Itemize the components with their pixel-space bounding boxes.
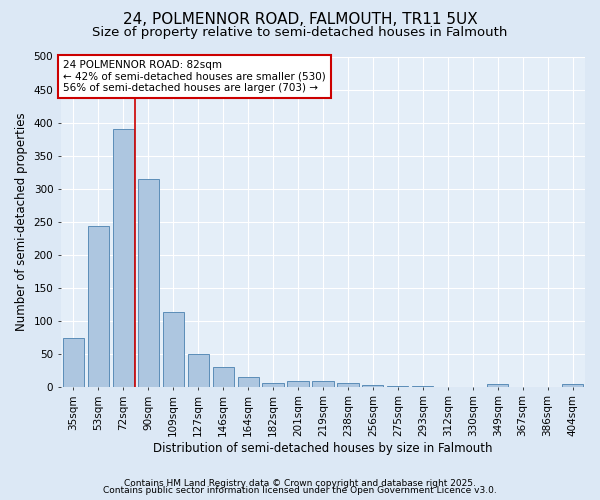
Bar [337,384,359,386]
Text: Contains public sector information licensed under the Open Government Licence v3: Contains public sector information licen… [103,486,497,495]
Y-axis label: Number of semi-detached properties: Number of semi-detached properties [15,112,28,331]
Bar [113,129,134,386]
Bar [313,380,334,386]
Bar [238,377,259,386]
Bar [163,312,184,386]
Bar [188,354,209,386]
Text: 24, POLMENNOR ROAD, FALMOUTH, TR11 5UX: 24, POLMENNOR ROAD, FALMOUTH, TR11 5UX [122,12,478,28]
Bar [487,384,508,386]
Bar [262,382,284,386]
Bar [562,384,583,386]
Bar [88,226,109,386]
Text: 24 POLMENNOR ROAD: 82sqm
← 42% of semi-detached houses are smaller (530)
56% of : 24 POLMENNOR ROAD: 82sqm ← 42% of semi-d… [64,60,326,93]
X-axis label: Distribution of semi-detached houses by size in Falmouth: Distribution of semi-detached houses by … [153,442,493,455]
Bar [287,382,308,386]
Text: Contains HM Land Registry data © Crown copyright and database right 2025.: Contains HM Land Registry data © Crown c… [124,478,476,488]
Bar [137,178,159,386]
Bar [212,367,234,386]
Bar [63,338,84,386]
Text: Size of property relative to semi-detached houses in Falmouth: Size of property relative to semi-detach… [92,26,508,39]
